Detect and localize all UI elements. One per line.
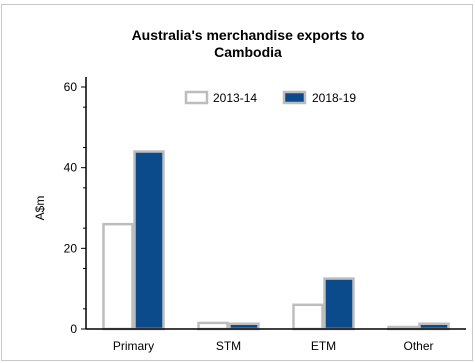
bar-stm-series-2 bbox=[228, 322, 260, 331]
x-tick-label: STM bbox=[216, 339, 241, 353]
legend-label-series-2: 2018-19 bbox=[312, 91, 356, 105]
bar-etm-series-1 bbox=[292, 303, 324, 331]
y-tick-label: 60 bbox=[64, 80, 78, 94]
chart-title-line-1: Australia's merchandise exports to bbox=[132, 27, 365, 43]
y-tick-label: 20 bbox=[64, 241, 78, 255]
y-axis: 0 20 40 60 bbox=[64, 77, 87, 336]
bar-stm-series-1 bbox=[197, 321, 229, 331]
legend-label-series-1: 2013-14 bbox=[213, 91, 257, 105]
chart-frame bbox=[1, 4, 473, 361]
bars bbox=[102, 150, 450, 331]
x-axis: Primary STM ETM Other bbox=[86, 328, 466, 353]
x-tick-label: ETM bbox=[311, 339, 336, 353]
legend-swatch-series-2 bbox=[282, 90, 307, 105]
y-axis-label: A$m bbox=[33, 196, 47, 221]
legend: 2013-14 2018-19 bbox=[184, 90, 356, 105]
y-tick-label: 0 bbox=[70, 322, 77, 336]
bar-other-series-2 bbox=[418, 322, 450, 331]
y-tick-label: 40 bbox=[64, 161, 78, 175]
bar-primary-series-1 bbox=[102, 222, 134, 331]
x-tick-label: Other bbox=[403, 339, 433, 353]
bar-primary-series-2 bbox=[133, 150, 165, 331]
bar-etm-series-2 bbox=[323, 277, 355, 331]
x-tick-label: Primary bbox=[113, 339, 154, 353]
chart-title-line-2: Cambodia bbox=[214, 44, 282, 60]
legend-swatch-series-1 bbox=[184, 90, 209, 105]
